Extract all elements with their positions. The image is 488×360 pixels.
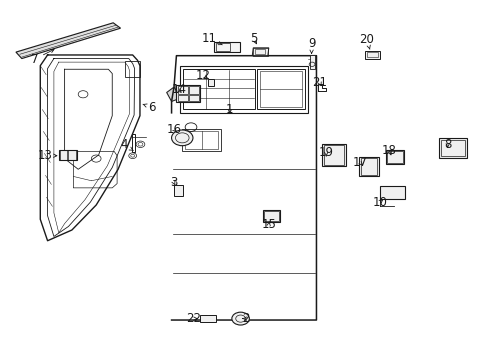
Polygon shape (252, 48, 268, 56)
Bar (178, 95, 187, 102)
Text: 11: 11 (202, 32, 222, 45)
Bar (185, 131, 218, 149)
Bar (59, 150, 77, 160)
Bar (366, 52, 377, 58)
Bar (440, 140, 464, 157)
Text: 3: 3 (170, 176, 177, 189)
Bar (438, 138, 466, 158)
Circle shape (171, 130, 193, 146)
Bar (359, 157, 378, 176)
Bar (214, 42, 239, 52)
Text: 17: 17 (352, 156, 367, 169)
Text: 13: 13 (38, 149, 57, 162)
Text: 9: 9 (307, 37, 315, 53)
Bar (260, 71, 301, 107)
Bar (182, 129, 221, 152)
Bar (173, 185, 183, 196)
Bar (131, 134, 134, 152)
Circle shape (231, 312, 249, 325)
Bar (385, 150, 403, 164)
Bar (200, 315, 216, 322)
Bar (176, 85, 200, 102)
Text: 18: 18 (381, 144, 396, 157)
Text: 20: 20 (359, 33, 374, 49)
Text: 6: 6 (142, 101, 156, 114)
Polygon shape (166, 87, 181, 102)
Text: 7: 7 (31, 49, 54, 66)
Bar (322, 144, 345, 166)
Text: 22: 22 (185, 312, 201, 325)
Bar (379, 186, 404, 199)
Bar (183, 69, 255, 109)
Bar (386, 151, 402, 163)
Bar (264, 211, 278, 221)
Text: 1: 1 (226, 103, 233, 116)
Bar (360, 158, 376, 175)
Bar (263, 210, 280, 222)
Bar (255, 49, 264, 54)
Bar (125, 61, 140, 77)
Text: 21: 21 (312, 76, 326, 89)
Text: 15: 15 (261, 218, 276, 231)
Bar (207, 78, 214, 86)
Text: 16: 16 (166, 123, 181, 136)
Text: 12: 12 (196, 69, 211, 82)
Bar (189, 95, 199, 102)
Text: 8: 8 (443, 138, 450, 151)
Bar (180, 66, 307, 113)
Bar (253, 48, 267, 56)
Text: 4: 4 (120, 139, 133, 152)
Bar (215, 43, 230, 51)
Polygon shape (16, 23, 120, 59)
Bar (309, 55, 314, 68)
Text: 14: 14 (171, 84, 186, 96)
Bar (178, 86, 187, 94)
Bar (68, 150, 76, 159)
Bar (257, 69, 304, 109)
Text: 5: 5 (250, 32, 257, 45)
Text: 2: 2 (241, 312, 249, 325)
Bar (365, 51, 379, 59)
Text: 19: 19 (318, 147, 333, 159)
Bar (323, 145, 344, 165)
Bar (189, 86, 199, 94)
Bar (60, 150, 67, 159)
Text: 10: 10 (371, 195, 386, 209)
